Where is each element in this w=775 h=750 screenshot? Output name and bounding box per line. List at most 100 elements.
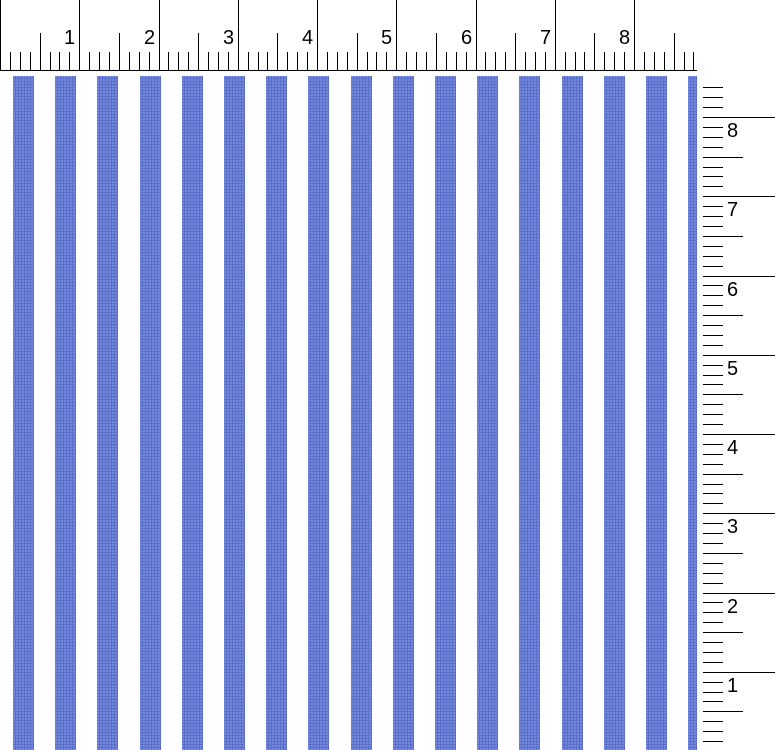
stripe: [562, 76, 583, 750]
minor-tick: [99, 52, 100, 71]
minor-tick: [703, 394, 743, 395]
major-tick: [0, 0, 1, 71]
minor-tick: [367, 52, 368, 71]
minor-tick: [406, 52, 407, 71]
minor-tick: [703, 612, 723, 613]
minor-tick: [198, 33, 199, 71]
minor-tick: [267, 52, 268, 71]
minor-tick: [535, 52, 536, 71]
stripe: [224, 76, 245, 750]
minor-tick: [208, 52, 209, 71]
minor-tick: [703, 484, 723, 485]
minor-tick: [703, 642, 723, 643]
stripe: [477, 76, 498, 750]
stripe: [646, 76, 667, 750]
minor-tick: [703, 127, 723, 128]
minor-tick: [674, 33, 675, 71]
minor-tick: [248, 52, 249, 71]
minor-tick: [703, 365, 723, 366]
minor-tick: [614, 52, 615, 71]
minor-tick: [119, 33, 120, 71]
minor-tick: [703, 602, 723, 603]
minor-tick: [258, 52, 259, 71]
major-tick: [703, 434, 775, 435]
minor-tick: [703, 147, 723, 148]
minor-tick: [703, 206, 723, 207]
minor-tick: [495, 52, 496, 71]
minor-tick: [139, 52, 140, 71]
minor-tick: [703, 543, 723, 544]
minor-tick: [188, 52, 189, 71]
minor-tick: [703, 157, 743, 158]
minor-tick: [426, 52, 427, 71]
major-tick: [703, 117, 775, 118]
minor-tick: [40, 33, 41, 71]
minor-tick: [129, 52, 130, 71]
minor-tick: [149, 52, 150, 71]
top-ruler-label: 5: [381, 27, 393, 49]
minor-tick: [703, 384, 723, 385]
minor-tick: [703, 315, 743, 316]
minor-tick: [525, 52, 526, 71]
stripe: [55, 76, 76, 750]
top-ruler-label: 3: [223, 27, 235, 49]
minor-tick: [703, 335, 723, 336]
minor-tick: [50, 52, 51, 71]
minor-tick: [228, 52, 229, 71]
minor-tick: [703, 236, 743, 237]
major-tick: [79, 0, 80, 71]
minor-tick: [703, 701, 723, 702]
minor-tick: [703, 493, 723, 494]
minor-tick: [703, 731, 723, 732]
minor-tick: [703, 266, 723, 267]
minor-tick: [416, 52, 417, 71]
major-tick: [703, 355, 775, 356]
minor-tick: [703, 186, 723, 187]
minor-tick: [703, 216, 723, 217]
major-tick: [703, 593, 775, 594]
side-ruler-label: 3: [727, 516, 739, 538]
top-ruler-label: 1: [64, 27, 76, 49]
minor-tick: [307, 52, 308, 71]
minor-tick: [178, 52, 179, 71]
stripe: [351, 76, 372, 750]
minor-tick: [703, 424, 723, 425]
minor-tick: [684, 52, 685, 71]
side-ruler-label: 5: [727, 358, 739, 380]
minor-tick: [20, 52, 21, 71]
top-ruler-label: 4: [302, 27, 314, 49]
stripe: [140, 76, 161, 750]
minor-tick: [703, 652, 723, 653]
minor-tick: [109, 52, 110, 71]
top-ruler-label: 6: [461, 27, 473, 49]
minor-tick: [703, 137, 723, 138]
minor-tick: [515, 33, 516, 71]
side-ruler-label: 2: [727, 596, 739, 618]
minor-tick: [436, 33, 437, 71]
minor-tick: [604, 52, 605, 71]
minor-tick: [703, 375, 723, 376]
minor-tick: [703, 256, 723, 257]
minor-tick: [703, 464, 723, 465]
minor-tick: [703, 107, 723, 108]
side-ruler-label: 1: [727, 675, 739, 697]
minor-tick: [703, 176, 723, 177]
minor-tick: [703, 622, 723, 623]
top-ruler-label: 2: [144, 27, 156, 49]
major-tick: [555, 0, 556, 71]
minor-tick: [703, 573, 723, 574]
minor-tick: [10, 52, 11, 71]
major-tick: [238, 0, 239, 71]
minor-tick: [703, 325, 723, 326]
side-ruler-label: 8: [727, 120, 739, 142]
minor-tick: [703, 503, 723, 504]
stripe: [393, 76, 414, 750]
minor-tick: [703, 563, 723, 564]
minor-tick: [703, 295, 723, 296]
minor-tick: [703, 226, 723, 227]
minor-tick: [565, 52, 566, 71]
minor-tick: [703, 474, 743, 475]
minor-tick: [703, 97, 723, 98]
minor-tick: [89, 52, 90, 71]
